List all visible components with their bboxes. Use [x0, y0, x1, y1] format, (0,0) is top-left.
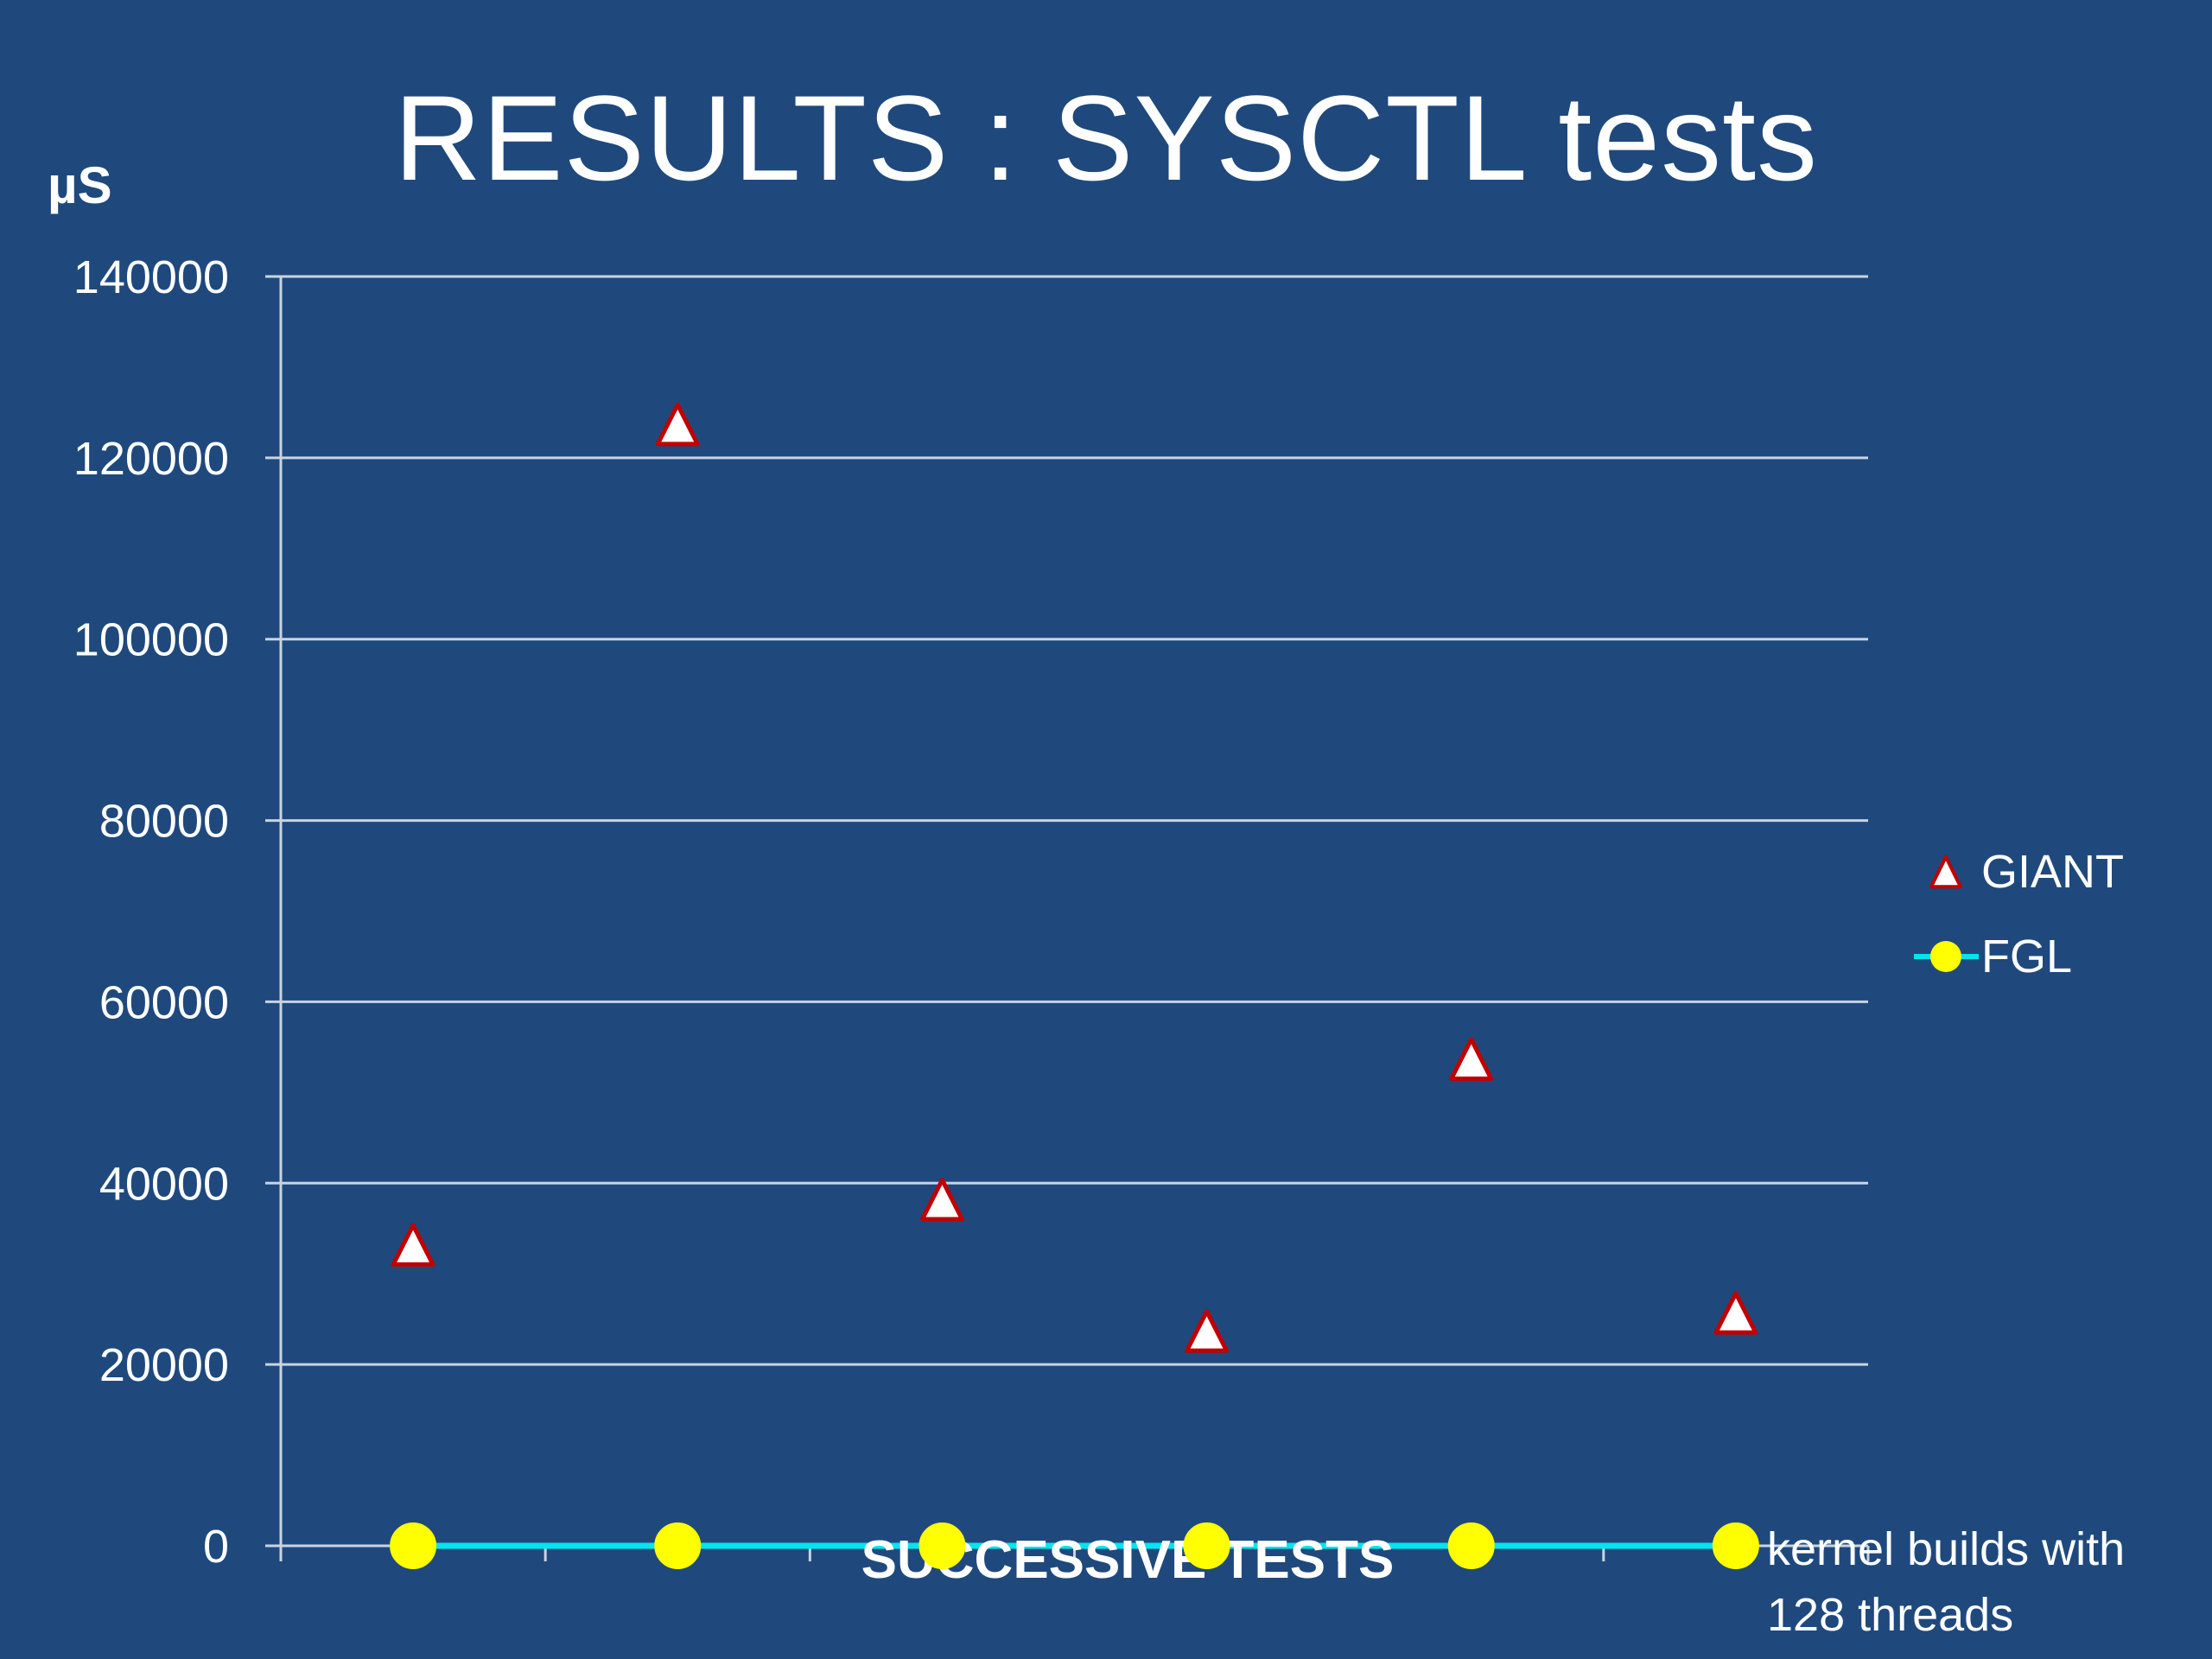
giant-point: [1185, 1309, 1230, 1353]
y-tick-label: 80000: [99, 796, 229, 848]
y-unit-label: µS: [48, 156, 112, 214]
fgl-point: [390, 1522, 437, 1569]
legend-fgl-label: FGL: [1981, 931, 2072, 982]
fgl-point: [1447, 1522, 1495, 1569]
legend-giant-label: GIANT: [1981, 846, 2124, 898]
fgl-point: [1712, 1522, 1759, 1569]
annotation: kernel builds with 128 threads: [1767, 1523, 2125, 1641]
annotation-line: 128 threads: [1767, 1589, 2013, 1641]
legend-giant-marker: [1929, 855, 1962, 889]
giant-point: [1713, 1291, 1758, 1335]
chart-title: RESULTS : SYSCTL tests: [394, 70, 1818, 206]
legend: GIANT FGL: [1914, 846, 2124, 982]
y-tick-label: 140000: [73, 251, 229, 303]
y-tick-label: 20000: [99, 1339, 229, 1391]
axes: [265, 276, 1870, 1561]
series: SUCCESSIVE TESTS: [390, 402, 1759, 1590]
legend-fgl-marker: [1930, 941, 1961, 972]
giant-point: [655, 402, 700, 447]
giant-point: [1449, 1037, 1494, 1081]
annotation-line: kernel builds with: [1767, 1523, 2125, 1575]
y-tick-label: 0: [203, 1521, 229, 1573]
y-tick-label: 120000: [73, 433, 229, 485]
y-tick-labels: 0 20000 40000 60000 80000 100000 120000 140000: [73, 251, 229, 1573]
giant-point: [919, 1178, 964, 1222]
gridlines: [265, 275, 1868, 1366]
giant-point: [391, 1223, 435, 1267]
fgl-point: [918, 1522, 966, 1569]
y-tick-label: 100000: [73, 614, 229, 666]
fgl-point: [654, 1522, 702, 1569]
fgl-point: [1183, 1522, 1230, 1569]
y-tick-label: 40000: [99, 1158, 229, 1210]
y-tick-label: 60000: [99, 976, 229, 1028]
